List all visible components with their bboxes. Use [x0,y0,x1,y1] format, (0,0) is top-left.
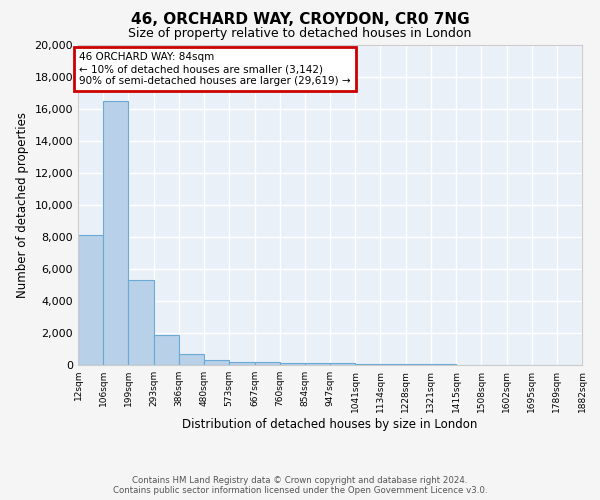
Text: Contains HM Land Registry data © Crown copyright and database right 2024.
Contai: Contains HM Land Registry data © Crown c… [113,476,487,495]
Bar [406,364,431,365]
Text: 46 ORCHARD WAY: 84sqm
← 10% of detached houses are smaller (3,142)
90% of semi-d: 46 ORCHARD WAY: 84sqm ← 10% of detached … [79,52,351,86]
Bar [380,364,406,365]
Bar [305,362,330,365]
Bar [330,364,355,365]
Bar [128,280,154,365]
Bar [179,354,204,365]
X-axis label: Distribution of detached houses by size in London: Distribution of detached houses by size … [182,418,478,430]
Bar [103,101,128,365]
Bar [154,336,179,365]
Bar [229,362,254,365]
Bar [78,236,103,365]
Bar [254,362,280,365]
Bar [355,364,380,365]
Bar [431,364,456,365]
Bar [280,362,305,365]
Bar [204,360,229,365]
Text: 46, ORCHARD WAY, CROYDON, CR0 7NG: 46, ORCHARD WAY, CROYDON, CR0 7NG [131,12,469,28]
Text: Size of property relative to detached houses in London: Size of property relative to detached ho… [128,28,472,40]
Y-axis label: Number of detached properties: Number of detached properties [16,112,29,298]
